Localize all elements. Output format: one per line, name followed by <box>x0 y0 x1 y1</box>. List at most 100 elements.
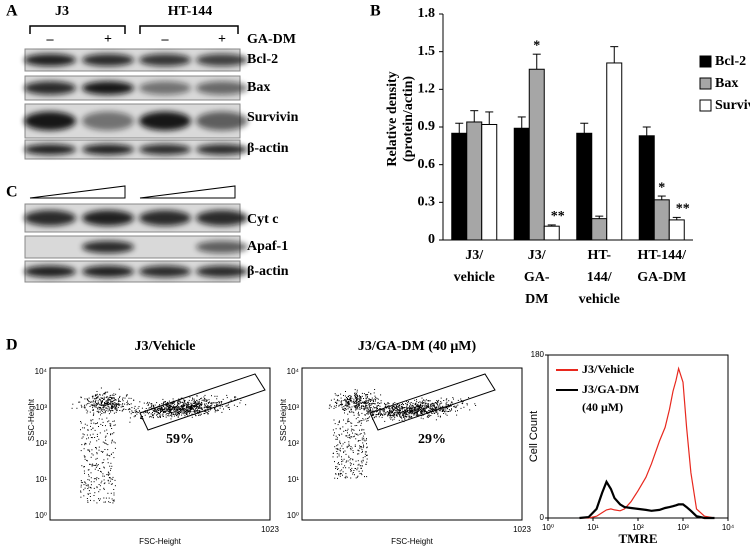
event-dot <box>390 410 392 412</box>
event-dot <box>130 397 132 399</box>
event-dot <box>101 480 103 482</box>
event-dot <box>135 411 137 413</box>
event-dot <box>376 414 378 416</box>
event-dot <box>356 403 358 405</box>
event-dot <box>346 435 348 437</box>
event-dot <box>417 408 419 410</box>
event-dot <box>345 400 347 402</box>
event-dot <box>377 408 378 409</box>
event-dot <box>124 403 126 405</box>
event-dot <box>449 405 451 407</box>
event-dot <box>343 430 345 432</box>
event-dot <box>110 411 112 413</box>
event-dot <box>373 406 374 408</box>
event-dot <box>345 473 347 475</box>
event-dot <box>127 400 128 402</box>
event-dot <box>83 466 85 468</box>
event-dot <box>183 407 185 409</box>
event-dot <box>199 405 201 407</box>
event-dot <box>358 405 360 407</box>
event-dot <box>436 411 438 413</box>
event-dot <box>203 406 205 408</box>
event-dot <box>96 393 98 395</box>
event-dot <box>107 399 109 401</box>
event-dot <box>346 447 348 449</box>
event-dot <box>164 410 166 412</box>
event-dot <box>449 403 451 405</box>
event-dot <box>391 411 393 413</box>
event-dot <box>358 411 359 413</box>
event-dot <box>163 401 165 403</box>
event-dot <box>442 411 444 412</box>
event-dot <box>369 401 371 402</box>
event-dot <box>183 406 185 407</box>
event-dot <box>188 406 190 408</box>
event-dot <box>162 398 164 400</box>
event-dot <box>84 398 86 400</box>
event-dot <box>416 412 418 414</box>
event-dot <box>97 400 99 402</box>
event-dot <box>438 399 440 401</box>
event-dot <box>115 403 117 404</box>
bracket <box>29 25 239 34</box>
event-dots <box>71 387 247 504</box>
event-dot <box>195 407 197 409</box>
western-blots <box>24 48 248 283</box>
event-dot <box>359 408 361 410</box>
event-dot <box>355 395 356 397</box>
event-dot <box>102 425 104 426</box>
event-dot <box>194 406 196 407</box>
event-dot <box>96 440 98 442</box>
event-dot <box>97 402 99 404</box>
event-dot <box>200 408 202 410</box>
event-dot <box>103 409 105 411</box>
event-dot <box>366 461 368 463</box>
event-dot <box>104 430 106 432</box>
event-dot <box>422 408 424 410</box>
event-dot <box>183 402 185 404</box>
event-dot <box>388 411 390 413</box>
event-dot <box>366 446 368 448</box>
event-dot <box>126 402 128 403</box>
event-dot <box>171 413 173 415</box>
event-dot <box>353 435 355 437</box>
event-dot <box>348 420 350 422</box>
event-dot <box>388 407 390 408</box>
event-dot <box>178 411 180 413</box>
event-dot <box>164 411 166 413</box>
y-tick-label: 0.3 <box>418 195 436 210</box>
event-dot <box>194 411 196 413</box>
event-dot <box>111 465 113 467</box>
event-dot <box>83 495 85 497</box>
event-dot <box>337 444 339 446</box>
event-dot <box>356 397 358 399</box>
event-dot <box>347 405 348 407</box>
event-dot <box>89 406 91 407</box>
event-dot <box>360 398 362 399</box>
event-dot <box>437 412 439 414</box>
event-dot <box>182 406 184 408</box>
event-dot <box>94 465 96 466</box>
event-dot <box>361 449 363 451</box>
event-dot <box>135 412 137 414</box>
event-dot <box>140 417 142 419</box>
event-dot <box>360 420 362 422</box>
event-dot <box>153 410 155 412</box>
event-dot <box>116 404 118 406</box>
event-dot <box>177 409 179 411</box>
event-dot <box>439 415 441 417</box>
event-dot <box>171 403 173 405</box>
event-dot <box>438 407 440 409</box>
event-dot <box>402 411 404 413</box>
event-dot <box>99 404 101 406</box>
event-dot <box>434 408 436 410</box>
event-dot <box>383 412 385 414</box>
event-dot <box>102 404 104 406</box>
event-dot <box>189 413 190 415</box>
event-dot <box>349 400 351 402</box>
event-dot <box>363 439 365 441</box>
event-dot <box>452 397 454 399</box>
event-dot <box>367 418 368 420</box>
event-dot <box>87 429 89 431</box>
event-dot <box>333 407 335 409</box>
